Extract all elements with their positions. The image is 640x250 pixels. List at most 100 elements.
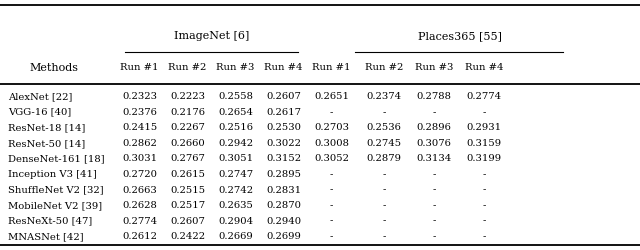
Text: 0.2516: 0.2516	[218, 123, 253, 132]
Text: 0.2515: 0.2515	[170, 185, 205, 194]
Text: 0.3076: 0.3076	[417, 138, 451, 147]
Text: 0.2879: 0.2879	[367, 154, 401, 163]
Text: 0.2720: 0.2720	[122, 169, 157, 178]
Text: 0.2774: 0.2774	[467, 92, 501, 101]
Text: ResNet-18 [14]: ResNet-18 [14]	[8, 123, 85, 132]
Text: 0.2517: 0.2517	[170, 200, 205, 209]
Text: 0.3031: 0.3031	[122, 154, 157, 163]
Text: Methods: Methods	[30, 62, 79, 72]
Text: -: -	[382, 231, 386, 240]
Text: VGG-16 [40]: VGG-16 [40]	[8, 107, 71, 116]
Text: 0.2870: 0.2870	[266, 200, 301, 209]
Text: -: -	[482, 169, 486, 178]
Text: -: -	[330, 107, 333, 116]
Text: 0.2376: 0.2376	[122, 107, 157, 116]
Text: 0.2669: 0.2669	[218, 231, 253, 240]
Text: Run #2: Run #2	[168, 63, 207, 72]
Text: -: -	[432, 185, 436, 194]
Text: -: -	[482, 200, 486, 209]
Text: 0.2774: 0.2774	[122, 216, 157, 225]
Text: 0.2323: 0.2323	[122, 92, 157, 101]
Text: 0.2223: 0.2223	[170, 92, 205, 101]
Text: 0.3159: 0.3159	[467, 138, 501, 147]
Text: -: -	[432, 216, 436, 225]
Text: -: -	[382, 107, 386, 116]
Text: Run #1: Run #1	[312, 63, 351, 72]
Text: 0.3052: 0.3052	[314, 154, 349, 163]
Text: 0.2745: 0.2745	[367, 138, 401, 147]
Text: 0.2940: 0.2940	[266, 216, 301, 225]
Text: 0.2788: 0.2788	[417, 92, 451, 101]
Text: 0.2615: 0.2615	[170, 169, 205, 178]
Text: Inception V3 [41]: Inception V3 [41]	[8, 169, 97, 178]
Text: 0.3022: 0.3022	[266, 138, 301, 147]
Text: 0.2660: 0.2660	[170, 138, 205, 147]
Text: 0.2767: 0.2767	[170, 154, 205, 163]
Text: 0.3152: 0.3152	[266, 154, 301, 163]
Text: ImageNet [6]: ImageNet [6]	[173, 31, 249, 41]
Text: 0.3134: 0.3134	[416, 154, 452, 163]
Text: Run #4: Run #4	[465, 63, 503, 72]
Text: -: -	[432, 169, 436, 178]
Text: 0.2422: 0.2422	[170, 231, 205, 240]
Text: 0.2742: 0.2742	[218, 185, 253, 194]
Text: 0.2267: 0.2267	[170, 123, 205, 132]
Text: 0.2415: 0.2415	[122, 123, 157, 132]
Text: 0.2699: 0.2699	[266, 231, 301, 240]
Text: 0.2663: 0.2663	[122, 185, 157, 194]
Text: 0.2895: 0.2895	[266, 169, 301, 178]
Text: -: -	[432, 200, 436, 209]
Text: -: -	[482, 216, 486, 225]
Text: 0.2536: 0.2536	[367, 123, 401, 132]
Text: -: -	[382, 200, 386, 209]
Text: -: -	[482, 107, 486, 116]
Text: 0.2607: 0.2607	[170, 216, 205, 225]
Text: 0.2612: 0.2612	[122, 231, 157, 240]
Text: 0.2831: 0.2831	[266, 185, 301, 194]
Text: 0.2651: 0.2651	[314, 92, 349, 101]
Text: -: -	[382, 185, 386, 194]
Text: -: -	[432, 107, 436, 116]
Text: ResNet-50 [14]: ResNet-50 [14]	[8, 138, 85, 147]
Text: -: -	[382, 169, 386, 178]
Text: 0.2530: 0.2530	[266, 123, 301, 132]
Text: -: -	[330, 185, 333, 194]
Text: 0.2654: 0.2654	[218, 107, 253, 116]
Text: Run #1: Run #1	[120, 63, 159, 72]
Text: 0.2931: 0.2931	[467, 123, 501, 132]
Text: -: -	[482, 185, 486, 194]
Text: 0.2942: 0.2942	[218, 138, 253, 147]
Text: DenseNet-161 [18]: DenseNet-161 [18]	[8, 154, 104, 163]
Text: 0.2617: 0.2617	[266, 107, 301, 116]
Text: 0.2747: 0.2747	[218, 169, 253, 178]
Text: 0.2862: 0.2862	[122, 138, 157, 147]
Text: MobileNet V2 [39]: MobileNet V2 [39]	[8, 200, 102, 209]
Text: 0.2896: 0.2896	[417, 123, 451, 132]
Text: ShuffleNet V2 [32]: ShuffleNet V2 [32]	[8, 185, 103, 194]
Text: Places365 [55]: Places365 [55]	[417, 31, 502, 41]
Text: AlexNet [22]: AlexNet [22]	[8, 92, 72, 101]
Text: Run #4: Run #4	[264, 63, 303, 72]
Text: MNASNet [42]: MNASNet [42]	[8, 231, 83, 240]
Text: 0.2635: 0.2635	[218, 200, 253, 209]
Text: 0.3008: 0.3008	[314, 138, 349, 147]
Text: -: -	[330, 169, 333, 178]
Text: -: -	[330, 200, 333, 209]
Text: -: -	[482, 231, 486, 240]
Text: 0.2176: 0.2176	[170, 107, 205, 116]
Text: 0.2628: 0.2628	[122, 200, 157, 209]
Text: Run #2: Run #2	[365, 63, 403, 72]
Text: 0.2904: 0.2904	[218, 216, 253, 225]
Text: -: -	[330, 216, 333, 225]
Text: 0.2607: 0.2607	[266, 92, 301, 101]
Text: Run #3: Run #3	[415, 63, 453, 72]
Text: 0.2703: 0.2703	[314, 123, 349, 132]
Text: 0.2374: 0.2374	[367, 92, 401, 101]
Text: 0.3199: 0.3199	[467, 154, 501, 163]
Text: 0.3051: 0.3051	[218, 154, 253, 163]
Text: -: -	[382, 216, 386, 225]
Text: Run #3: Run #3	[216, 63, 255, 72]
Text: 0.2558: 0.2558	[218, 92, 253, 101]
Text: -: -	[432, 231, 436, 240]
Text: ResNeXt-50 [47]: ResNeXt-50 [47]	[8, 216, 92, 225]
